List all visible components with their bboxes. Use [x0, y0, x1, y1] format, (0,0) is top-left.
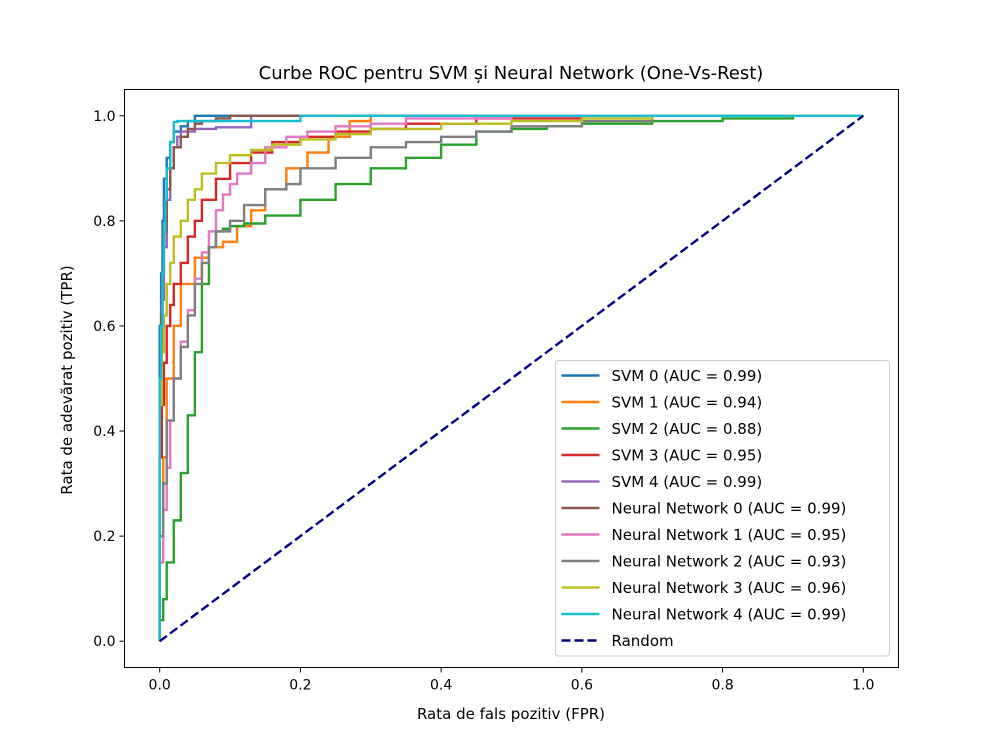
legend-label: Random	[612, 632, 674, 650]
y-tick-label: 0.4	[93, 424, 115, 440]
x-tick-label: 0.0	[149, 678, 171, 694]
legend-label: SVM 2 (AUC = 0.88)	[612, 420, 763, 438]
y-axis-title: Rata de adevărat pozitiv (TPR)	[58, 265, 76, 494]
x-tick-label: 0.8	[711, 678, 733, 694]
legend-label: Neural Network 3 (AUC = 0.96)	[612, 579, 847, 597]
x-tick-label: 0.2	[289, 678, 311, 694]
roc-curve-9	[158, 114, 864, 642]
y-tick-label: 1.0	[93, 109, 115, 125]
y-tick-label: 0.2	[93, 529, 115, 545]
chart-title: Curbe ROC pentru SVM și Neural Network (…	[259, 63, 764, 84]
roc-curves	[158, 114, 865, 643]
y-tick-label: 0.6	[93, 319, 115, 335]
x-tick-label: 0.4	[430, 678, 452, 694]
legend-box	[555, 360, 890, 657]
legend-label: Neural Network 0 (AUC = 0.99)	[612, 500, 847, 518]
x-tick-label: 0.6	[571, 678, 593, 694]
y-axis: 0.0 0.2 0.4 0.6 0.8 1.0	[93, 109, 125, 650]
legend-label: Neural Network 2 (AUC = 0.93)	[612, 553, 847, 571]
y-tick-label: 0.0	[93, 634, 115, 650]
legend: SVM 0 (AUC = 0.99) SVM 1 (AUC = 0.94) SVM …	[555, 360, 890, 657]
x-axis: 0.0 0.2 0.4 0.6 0.8 1.0	[149, 667, 874, 694]
x-axis-title: Rata de fals pozitiv (FPR)	[417, 705, 605, 723]
roc-curve-10	[158, 114, 865, 643]
legend-label: SVM 3 (AUC = 0.95)	[612, 447, 763, 465]
x-tick-label: 1.0	[852, 678, 874, 694]
legend-label: Neural Network 1 (AUC = 0.95)	[612, 526, 847, 544]
legend-label: Neural Network 4 (AUC = 0.99)	[612, 606, 847, 624]
legend-label: SVM 0 (AUC = 0.99)	[612, 367, 763, 385]
y-tick-label: 0.8	[93, 214, 115, 230]
roc-curve-7	[158, 114, 864, 642]
legend-label: SVM 4 (AUC = 0.99)	[612, 473, 763, 491]
legend-label: SVM 1 (AUC = 0.94)	[612, 394, 763, 412]
plot-area	[124, 89, 899, 668]
plot-frame	[124, 89, 899, 668]
roc-curve-8	[158, 114, 864, 642]
